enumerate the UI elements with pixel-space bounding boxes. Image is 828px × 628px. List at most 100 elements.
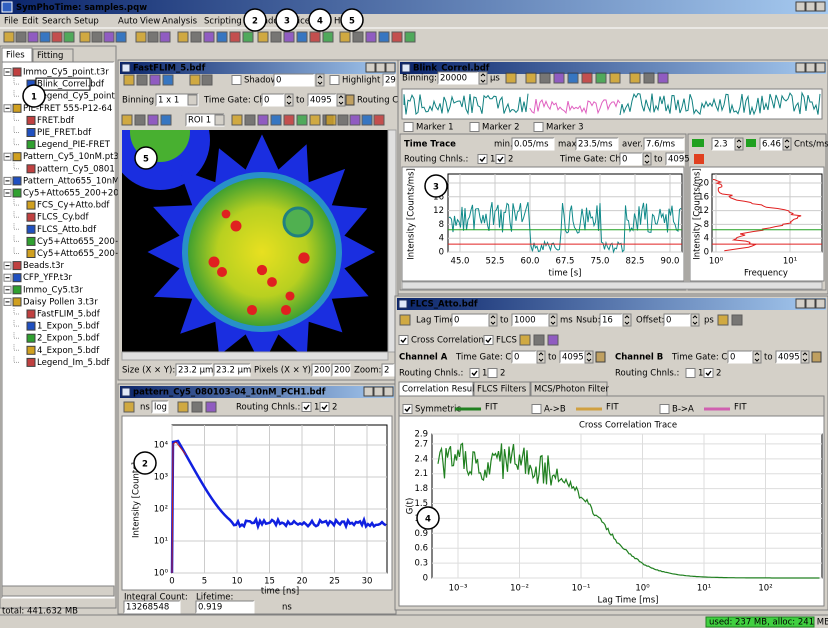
toolbar-icon[interactable]: [350, 115, 360, 125]
toolbar-icon[interactable]: [284, 115, 294, 125]
toolbar-icon[interactable]: [160, 32, 170, 42]
toolbar-icon[interactable]: [232, 115, 242, 125]
toolbar-icon[interactable]: [366, 32, 376, 42]
toolbar-icon[interactable]: [64, 32, 74, 42]
toolbar-icon[interactable]: [323, 32, 333, 42]
tab-label[interactable]: Correlation Results: [402, 385, 483, 395]
toolbar-icon[interactable]: [148, 115, 158, 125]
tree-item[interactable]: 1_Expon_5.bdf: [37, 322, 100, 332]
window-button[interactable]: [796, 299, 805, 308]
window-button[interactable]: [376, 63, 385, 72]
toolbar-icon[interactable]: [135, 115, 145, 125]
toolbar-icon[interactable]: [204, 32, 214, 42]
tab-label[interactable]: Files: [6, 51, 25, 61]
input-value[interactable]: 1000: [514, 316, 536, 326]
checkbox[interactable]: [330, 76, 339, 85]
window-button[interactable]: [386, 63, 395, 72]
checkbox[interactable]: [399, 336, 408, 345]
checkbox[interactable]: [686, 369, 695, 378]
toolbar-icon[interactable]: [192, 402, 202, 412]
checkbox[interactable]: [404, 123, 413, 132]
menu-item[interactable]: View: [140, 17, 160, 27]
toolbar-icon[interactable]: [554, 73, 564, 83]
menu-item[interactable]: Search: [42, 17, 71, 27]
tree-item[interactable]: Beads.t3r: [23, 261, 65, 271]
toolbar-icon[interactable]: [258, 32, 268, 42]
toolbar-icon[interactable]: [202, 75, 212, 85]
tree-item[interactable]: 4_Expon_5.bdf: [37, 346, 100, 356]
menu-item[interactable]: Setup: [74, 17, 99, 27]
toolbar-icon[interactable]: [230, 32, 240, 42]
tree-item[interactable]: Daisy Pollen 3.t3r: [23, 297, 98, 307]
toolbar-icon[interactable]: [178, 402, 188, 412]
input-value[interactable]: 200: [314, 366, 330, 376]
input-value[interactable]: 2.3: [714, 140, 728, 150]
input-value[interactable]: 16: [602, 316, 613, 326]
menu-item[interactable]: Analysis: [162, 17, 198, 27]
toolbar-icon[interactable]: [161, 115, 171, 125]
tab-label[interactable]: MCS/Photon Filter: [534, 385, 609, 395]
input-value[interactable]: 0: [666, 316, 671, 326]
window-button[interactable]: [806, 63, 815, 72]
dropdown[interactable]: 1 x 1: [158, 96, 179, 106]
tree-item[interactable]: Pattern_Cy5_10nM.pt3: [23, 152, 119, 162]
window-button[interactable]: [806, 2, 815, 11]
window-button[interactable]: [384, 387, 393, 396]
input-value[interactable]: 0: [730, 353, 735, 363]
window-button[interactable]: [796, 2, 805, 11]
tree-item[interactable]: Immo_Cy5.t3r: [23, 285, 83, 295]
toolbar-icon[interactable]: [28, 32, 38, 42]
toolbar-icon[interactable]: [379, 32, 389, 42]
toolbar-icon[interactable]: [610, 73, 620, 83]
tree-item[interactable]: FCS_Cy+Atto.bdf: [37, 201, 110, 211]
toolbar-icon[interactable]: [732, 315, 742, 325]
toolbar-icon[interactable]: [400, 315, 410, 325]
fit-button[interactable]: FIT: [606, 403, 619, 413]
window-button[interactable]: [816, 299, 825, 308]
input-value[interactable]: 0: [514, 353, 519, 363]
checkbox[interactable]: [660, 405, 669, 414]
checkbox[interactable]: [403, 405, 412, 414]
tree-item[interactable]: Cy5+Atto655_200+200: [23, 189, 124, 199]
toolbar-icon[interactable]: [596, 73, 606, 83]
menu-item[interactable]: Auto: [118, 17, 138, 27]
toolbar-icon[interactable]: [16, 32, 26, 42]
checkbox[interactable]: [484, 336, 493, 345]
tree-item[interactable]: FLCS_Cy.bdf: [37, 213, 89, 223]
window-button[interactable]: [816, 63, 825, 72]
checkbox[interactable]: [534, 123, 543, 132]
toolbar-icon[interactable]: [137, 75, 147, 85]
input-value[interactable]: 23.2 µm: [178, 366, 213, 376]
tab-label[interactable]: Fitting: [37, 51, 63, 61]
input-value[interactable]: 7.6/ms: [646, 140, 676, 150]
checkbox[interactable]: [470, 123, 479, 132]
window-button[interactable]: [366, 63, 375, 72]
tree-item[interactable]: Legend_Im_5.bdf: [37, 358, 110, 368]
toolbar-icon[interactable]: [392, 32, 402, 42]
toolbar-icon[interactable]: [548, 335, 558, 345]
menu-item[interactable]: Edit: [22, 17, 39, 27]
checkbox[interactable]: [470, 369, 479, 378]
menu-item[interactable]: Scripting: [204, 17, 242, 27]
toolbar-icon[interactable]: [326, 115, 336, 125]
tree-item[interactable]: Legend_PIE-FRET: [37, 140, 111, 150]
toolbar-icon[interactable]: [178, 32, 188, 42]
checkbox[interactable]: [232, 76, 241, 85]
window-button[interactable]: [364, 387, 373, 396]
toolbar-icon[interactable]: [122, 115, 132, 125]
label[interactable]: ns: [140, 403, 150, 413]
toolbar-icon[interactable]: [374, 115, 384, 125]
checkbox[interactable]: [704, 369, 713, 378]
toolbar-icon[interactable]: [206, 402, 216, 412]
window-button[interactable]: [374, 387, 383, 396]
toolbar-icon[interactable]: [310, 115, 320, 125]
toolbar-icon[interactable]: [526, 73, 536, 83]
input-value[interactable]: 2: [384, 366, 389, 376]
toolbar-icon[interactable]: [243, 32, 253, 42]
toolbar-icon[interactable]: [217, 32, 227, 42]
input-value[interactable]: 6.46: [762, 140, 781, 150]
toolbar-icon[interactable]: [534, 335, 544, 345]
input-value[interactable]: 4095: [668, 155, 690, 165]
tree-item[interactable]: Cy5+Atto655_200+: [37, 237, 122, 247]
input-value[interactable]: 20000: [440, 74, 467, 84]
